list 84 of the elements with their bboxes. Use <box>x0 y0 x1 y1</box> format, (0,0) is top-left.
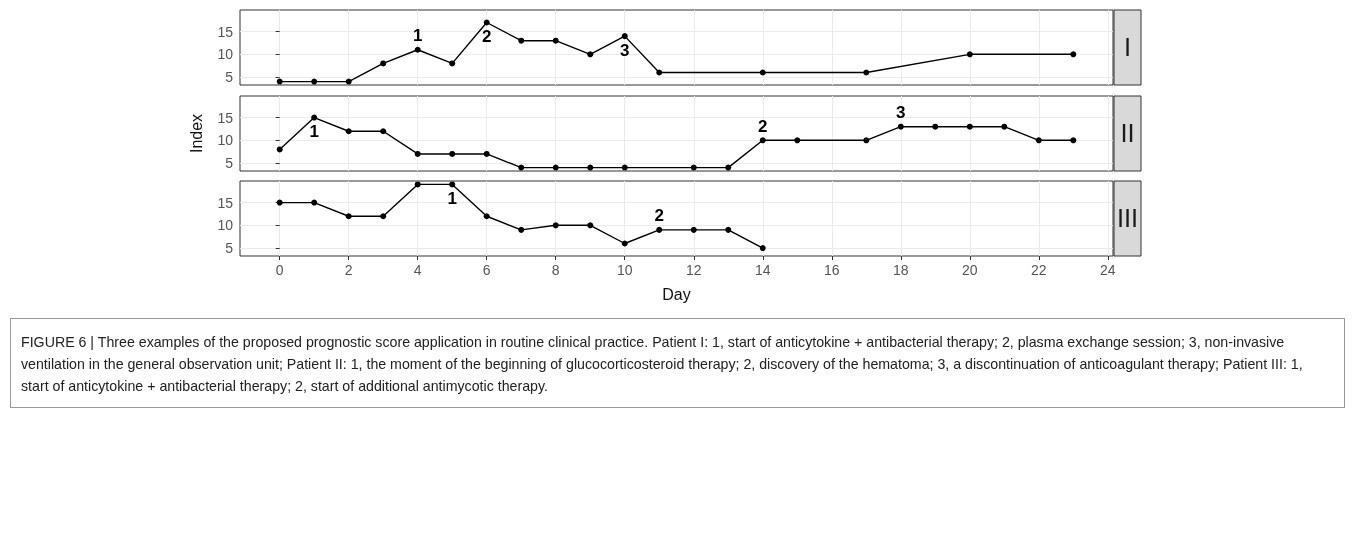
point <box>380 60 387 67</box>
point <box>621 164 628 171</box>
point <box>759 69 766 76</box>
y-tick-label: 10 <box>217 46 234 63</box>
point <box>1070 137 1077 144</box>
y-tick-label: 10 <box>217 132 234 149</box>
point <box>794 137 801 144</box>
point <box>932 123 939 130</box>
point <box>863 137 870 144</box>
point <box>311 78 318 85</box>
point <box>1035 137 1042 144</box>
x-tick-label: 4 <box>413 262 422 278</box>
point <box>966 51 973 58</box>
point <box>621 33 628 40</box>
annotation: 2 <box>654 206 664 226</box>
x-tick-label: 14 <box>754 262 771 278</box>
point <box>587 164 594 171</box>
point <box>897 123 904 130</box>
y-tick-label: 15 <box>217 109 234 126</box>
point <box>449 150 456 157</box>
point <box>587 222 594 229</box>
x-tick-label: 8 <box>551 262 560 278</box>
point <box>380 128 387 135</box>
point <box>552 37 559 44</box>
text: II <box>1120 119 1135 148</box>
x-tick-label: 20 <box>962 262 978 278</box>
annotation: 2 <box>481 27 492 46</box>
y-axis-title: Index <box>187 113 205 154</box>
annotation: 1 <box>309 122 319 142</box>
point <box>345 128 352 135</box>
x-axis-title: Day <box>662 285 691 303</box>
text: III <box>1116 204 1139 233</box>
point <box>414 46 421 53</box>
point <box>725 226 732 233</box>
x-tick-label: 24 <box>1100 262 1116 278</box>
point <box>449 60 456 67</box>
point <box>552 222 559 229</box>
y-tick-label: 15 <box>217 194 234 211</box>
point <box>311 199 318 206</box>
annotation: 1 <box>447 188 457 208</box>
y-tick-label: 15 <box>217 23 234 40</box>
point <box>759 137 766 144</box>
point <box>690 164 697 171</box>
annotation: 3 <box>896 103 906 123</box>
point <box>518 164 525 171</box>
point <box>966 123 973 130</box>
point <box>449 181 456 188</box>
point <box>518 37 525 44</box>
y-tick-label: 5 <box>225 69 234 86</box>
x-tick-label: 10 <box>616 262 633 278</box>
annotation: 3 <box>620 40 630 60</box>
point <box>345 213 352 220</box>
point <box>276 78 283 85</box>
point <box>483 213 490 220</box>
x-tick-label: 2 <box>344 262 353 278</box>
y-tick-label: 10 <box>217 217 234 234</box>
point <box>380 213 387 220</box>
x-tick-label: 12 <box>685 262 702 278</box>
y-tick-label: 5 <box>225 240 234 257</box>
x-tick-label: 6 <box>482 262 491 278</box>
point <box>725 164 732 171</box>
point <box>1001 123 1008 130</box>
point <box>518 226 525 233</box>
point <box>656 226 663 233</box>
caption: FIGURE 6 | Three examples of the proposed prognostic score application in routine clinical practice. Patient I: 1, start of anticytokine + antibacterial therapy; 2, plasma exchange session; 3, non-invasive ventilation in the general observation unit; Patient II: 1, the moment of the beginning of glucocorticosteroid therapy; 2, discovery of the hematoma; 3, a discontinuation of anticoagulant therapy; Patient III: 1, start of anticytokine + antibacterial therapy; 2, start of additional antimycotic therapy. <box>10 318 1345 408</box>
x-tick-label: 22 <box>1031 262 1047 278</box>
point <box>690 226 697 233</box>
point <box>414 181 421 188</box>
point <box>587 51 594 58</box>
text: I <box>1123 33 1132 62</box>
point <box>1070 51 1077 58</box>
annotation: 2 <box>758 116 768 136</box>
point <box>414 150 421 157</box>
point <box>345 78 352 85</box>
x-tick-label: 18 <box>893 262 909 278</box>
point <box>759 245 766 252</box>
annotation: 1 <box>412 26 423 46</box>
point <box>656 69 663 76</box>
point <box>483 150 490 157</box>
y-tick-label: 5 <box>225 155 234 172</box>
point <box>311 114 318 121</box>
x-tick-label: 16 <box>823 262 840 278</box>
point <box>276 146 283 153</box>
x-tick-label: 0 <box>275 262 284 278</box>
